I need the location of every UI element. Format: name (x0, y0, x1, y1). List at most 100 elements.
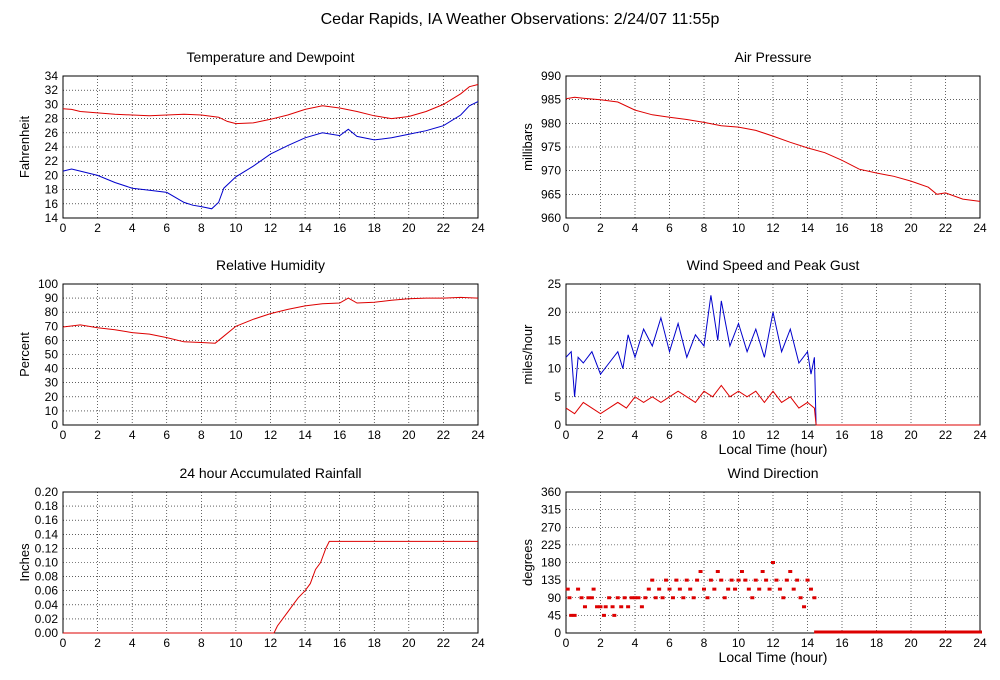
wind-x-tick-label: 2 (597, 428, 604, 442)
direction-point (712, 587, 717, 591)
temp-plot-frame (62, 75, 479, 219)
humidity-y-tick-label: 20 (45, 390, 59, 404)
rain-y-tick-label: 0.00 (35, 626, 59, 640)
pressure-x-tick-label: 14 (801, 221, 815, 235)
rain-x-tick-label: 22 (437, 636, 451, 650)
direction-point (719, 578, 724, 582)
humidity-y-tick-label: 70 (45, 319, 59, 333)
direction-point (622, 596, 627, 600)
direction-point (670, 596, 675, 600)
direction-point (589, 596, 594, 600)
rain-chart: 0 2 4 6 8 10 12 14 16 18 20 22 240.000.020.040.060.0… (17, 465, 485, 650)
direction-plot-frame (565, 491, 981, 634)
wind-x-tick-label: 20 (904, 428, 918, 442)
temp-x-tick-label: 2 (94, 221, 101, 235)
direction-y-tick-label: 360 (541, 485, 561, 499)
direction-point (591, 587, 596, 591)
wind-x-tick-label: 10 (732, 428, 746, 442)
rain-x-tick-label: 20 (402, 636, 416, 650)
wind-y-tick-label: 25 (548, 277, 562, 291)
direction-point (569, 613, 574, 617)
direction-y-tick-label: 45 (548, 608, 562, 622)
direction-point (688, 587, 693, 591)
direction-point (753, 578, 758, 582)
rain-x-tick-label: 8 (198, 636, 205, 650)
pressure-y-tick-label: 980 (541, 116, 561, 130)
direction-point (812, 596, 817, 600)
direction-point (586, 596, 591, 600)
rain-x-tick-label: 2 (94, 636, 101, 650)
direction-point (733, 587, 738, 591)
direction-point (579, 596, 584, 600)
rain-x-tick-label: 4 (129, 636, 136, 650)
temp-y-tick-label: 24 (45, 140, 59, 154)
direction-point (607, 596, 612, 600)
temp-chart-title: Temperature and Dewpoint (186, 49, 354, 65)
pressure-x-tick-label: 16 (835, 221, 849, 235)
direction-point (643, 596, 648, 600)
humidity-x-tick-label: 24 (471, 428, 485, 442)
direction-point (684, 578, 689, 582)
direction-point (691, 596, 696, 600)
direction-point (660, 596, 665, 600)
pressure-y-axis-label: millibars (520, 123, 535, 171)
pressure-x-tick-label: 12 (766, 221, 780, 235)
wind-y-tick-label: 20 (548, 305, 562, 319)
direction-point (626, 605, 631, 609)
pressure-chart-title: Air Pressure (734, 49, 811, 65)
direction-point (708, 578, 713, 582)
wind-x-tick-label: 18 (870, 428, 884, 442)
direction-x-tick-label: 4 (632, 636, 639, 650)
direction-point (650, 578, 655, 582)
temp-x-tick-label: 24 (471, 221, 485, 235)
pressure-x-tick-label: 20 (904, 221, 918, 235)
direction-point (722, 596, 727, 600)
direction-point (784, 578, 789, 582)
direction-point (639, 605, 644, 609)
direction-point (767, 587, 772, 591)
humidity-y-tick-label: 90 (45, 291, 59, 305)
direction-x-tick-label: 20 (904, 636, 918, 650)
direction-point (595, 605, 600, 609)
direction-x-tick-label: 6 (666, 636, 673, 650)
rain-x-tick-label: 10 (229, 636, 243, 650)
temp-series-0-line (62, 84, 479, 125)
wind-y-tick-label: 0 (554, 418, 561, 432)
humidity-x-tick-label: 14 (298, 428, 312, 442)
humidity-x-tick-label: 18 (368, 428, 382, 442)
humidity-series-0-line (62, 296, 479, 344)
direction-y-tick-label: 315 (541, 503, 561, 517)
pressure-x-tick-label: 6 (666, 221, 673, 235)
direction-point (774, 578, 779, 582)
direction-x-tick-label: 2 (597, 636, 604, 650)
direction-point (715, 570, 720, 574)
direction-point (664, 578, 669, 582)
rain-y-tick-label: 0.06 (35, 584, 59, 598)
direction-y-tick-label: 225 (541, 538, 561, 552)
rain-y-tick-label: 0.04 (35, 598, 59, 612)
temp-y-axis-label: Fahrenheit (17, 116, 32, 179)
humidity-y-tick-label: 60 (45, 333, 59, 347)
wind-x-tick-label: 14 (801, 428, 815, 442)
pressure-x-tick-label: 8 (701, 221, 708, 235)
pressure-x-tick-label: 10 (732, 221, 746, 235)
wind-series-1-line (565, 384, 980, 426)
wind-x-axis-label: Local Time (hour) (719, 441, 828, 457)
direction-x-tick-label: 22 (939, 636, 953, 650)
direction-point (771, 561, 775, 564)
temp-x-tick-label: 10 (229, 221, 243, 235)
humidity-y-axis-label: Percent (17, 332, 32, 377)
temp-y-tick-label: 34 (45, 69, 59, 83)
direction-point (757, 587, 762, 591)
direction-point (633, 596, 637, 600)
pressure-x-tick-label: 0 (563, 221, 570, 235)
humidity-x-tick-label: 12 (264, 428, 278, 442)
direction-point (629, 596, 634, 600)
temp-x-tick-label: 14 (298, 221, 312, 235)
humidity-y-tick-label: 30 (45, 376, 59, 390)
temp-y-tick-label: 18 (45, 183, 59, 197)
direction-point (743, 578, 748, 582)
direction-x-tick-label: 14 (801, 636, 815, 650)
